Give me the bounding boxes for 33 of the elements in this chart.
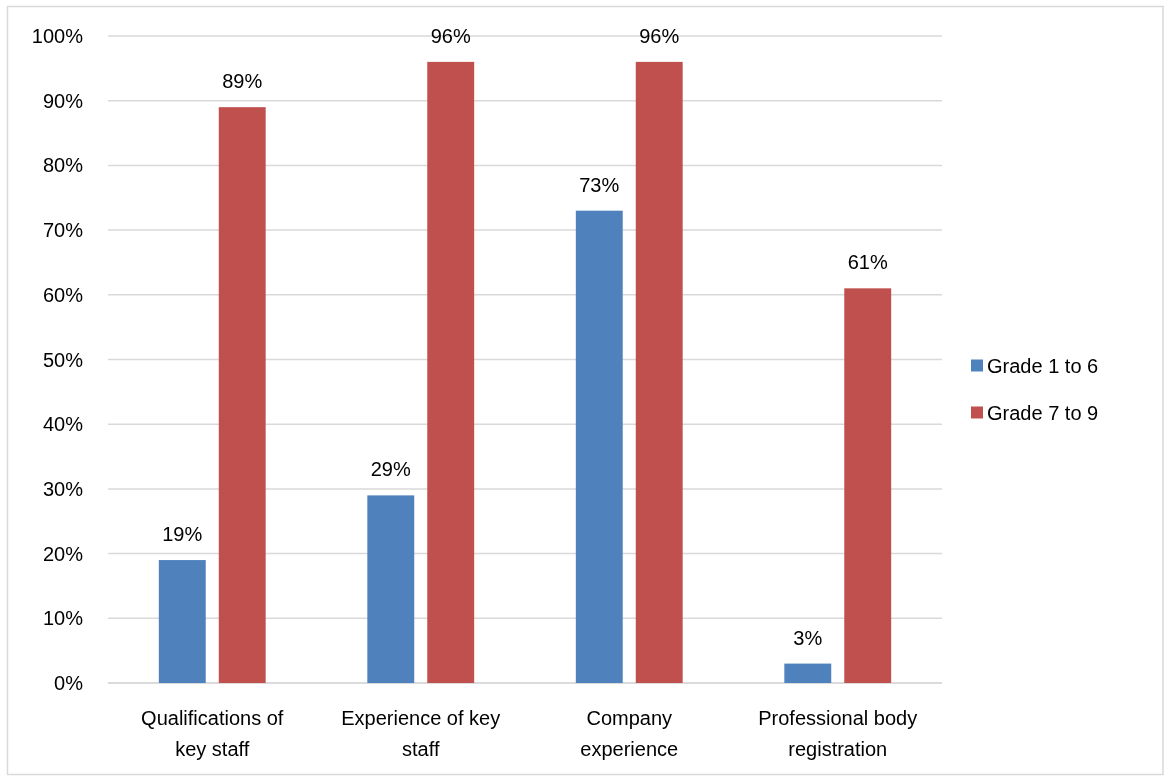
data-label: 29% — [370, 458, 412, 481]
bar — [784, 663, 832, 683]
data-label: 61% — [847, 251, 888, 274]
y-tick-label: 80% — [42, 154, 84, 177]
legend-label: Grade 7 to 9 — [987, 401, 1099, 424]
data-label: 96% — [639, 24, 680, 47]
data-label: 89% — [222, 70, 263, 93]
x-tick-label: Professional body registration — [758, 707, 918, 760]
x-tick-label: Experience of key staff — [341, 707, 501, 760]
bar — [635, 61, 683, 683]
y-tick-label: 20% — [42, 542, 84, 565]
bar — [575, 210, 623, 683]
data-label: 3% — [793, 626, 823, 649]
x-tick-label: Company experience — [580, 707, 679, 760]
bar — [367, 495, 415, 683]
y-tick-label: 50% — [42, 348, 84, 371]
y-tick-label: 100% — [31, 25, 84, 47]
x-tick-label: Qualifications of key staff — [141, 707, 284, 760]
data-label: 96% — [430, 24, 471, 47]
y-tick-label: 70% — [42, 219, 84, 242]
y-tick-label: 30% — [42, 477, 84, 500]
bar — [427, 61, 475, 683]
bar — [844, 288, 892, 683]
bar — [158, 560, 206, 683]
y-tick-label: 10% — [42, 607, 84, 630]
y-tick-label: 40% — [42, 413, 84, 436]
data-label: 73% — [579, 173, 620, 196]
legend-label: Grade 1 to 6 — [987, 354, 1099, 377]
data-label: 19% — [162, 523, 203, 546]
bar — [218, 107, 266, 683]
y-tick-label: 90% — [42, 89, 84, 112]
y-tick-label: 0% — [54, 672, 84, 694]
y-tick-label: 60% — [42, 283, 84, 306]
